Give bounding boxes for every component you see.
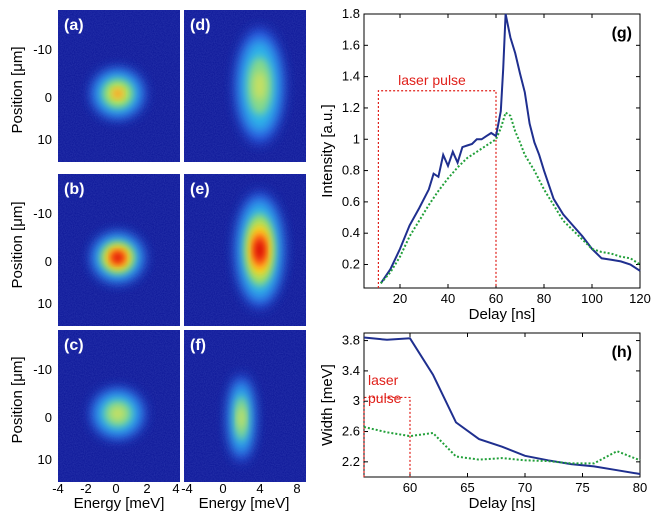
x-tick-label: 20: [393, 291, 407, 306]
image-panel-b: (b): [58, 174, 180, 326]
energy-axis-label-right: Energy [meV]: [199, 495, 290, 512]
y-tick-label: 1.2: [342, 100, 360, 115]
laser-pulse-window: [363, 396, 411, 477]
y-tick-label: 2.2: [342, 454, 360, 469]
series-line-dotted: [380, 111, 641, 284]
x-tick-label: 60: [489, 291, 503, 306]
image-xtick-right: 4: [256, 481, 263, 496]
series-line-dotted: [363, 426, 641, 465]
image-ytick: 10: [38, 452, 52, 467]
image-ytick: -10: [33, 206, 52, 221]
laser-pulse-label: laser: [368, 372, 399, 388]
y-tick-label: 3.4: [342, 363, 360, 378]
y-tick-label: 0.6: [342, 194, 360, 209]
chart-h: 60 65 70 75 80 2.2 2.6 3 3.4 3.8 laser pulse (h) Dela…: [319, 332, 647, 512]
x-tick-label: 70: [518, 480, 532, 495]
image-xtick-left: 2: [143, 481, 150, 496]
y-tick-label: 0.2: [342, 257, 360, 272]
y-tick-label: 3.8: [342, 333, 360, 348]
image-ytick: -10: [33, 362, 52, 377]
energy-axis-label-left: Energy [meV]: [74, 495, 165, 512]
plot-area: [363, 13, 641, 289]
image-ytick: -10: [33, 42, 52, 57]
image-xtick-right: -4: [181, 481, 193, 496]
x-tick-label: 75: [575, 480, 589, 495]
panel-label: (f): [190, 337, 206, 354]
x-tick-label: 65: [460, 480, 474, 495]
series-line-solid: [379, 13, 641, 284]
x-tick-label: 80: [633, 480, 647, 495]
image-xtick-left: -2: [80, 481, 92, 496]
y-tick-label: 0.4: [342, 225, 360, 240]
image-ytick: 0: [45, 254, 52, 269]
x-tick-label: 100: [581, 291, 603, 306]
image-xtick-left: -4: [52, 481, 64, 496]
panel-label: (b): [64, 181, 84, 198]
x-tick-label: 80: [537, 291, 551, 306]
position-axis-label-row1: Position [μm]: [9, 46, 26, 133]
x-tick-label: 40: [441, 291, 455, 306]
x-tick-label: 60: [403, 480, 417, 495]
chart-g: 20 40 60 80 100 120 0.2 0.4 0.6 0.8 1 1.2 1.4 1.6 1.8 l…: [319, 6, 651, 323]
panel-label: (a): [64, 17, 84, 34]
y-tick-label: 0.8: [342, 163, 360, 178]
panel-label: (e): [190, 181, 210, 198]
image-ytick: 0: [45, 90, 52, 105]
y-axis-label: Width [meV]: [319, 364, 336, 446]
panel-label: (d): [190, 17, 210, 34]
laser-pulse-label: pulse: [368, 390, 402, 406]
plot-area: [363, 332, 641, 478]
image-panel-c: (c): [58, 330, 180, 482]
image-xtick-right: 0: [219, 481, 226, 496]
y-tick-label: 1.4: [342, 69, 360, 84]
image-ytick: 10: [38, 132, 52, 147]
x-axis-label: Delay [ns]: [469, 306, 536, 323]
y-tick-label: 2.6: [342, 424, 360, 439]
image-xtick-right: 8: [293, 481, 300, 496]
panel-label: (c): [64, 337, 84, 354]
image-panel-a: (a): [58, 10, 180, 162]
position-axis-label-row2: Position [μm]: [9, 201, 26, 288]
image-xtick-left: 0: [112, 481, 119, 496]
image-panel-d: (d): [184, 10, 306, 162]
image-panel-e: (e): [184, 174, 306, 326]
x-axis-label: Delay [ns]: [469, 495, 536, 512]
y-axis-label: Intensity [a.u.]: [319, 104, 336, 197]
image-xtick-left: 4: [172, 481, 179, 496]
y-tick-label: 3: [353, 393, 360, 408]
laser-pulse-window: [377, 90, 497, 288]
y-tick-label: 1: [353, 131, 360, 146]
y-tick-label: 1.8: [342, 6, 360, 21]
position-axis-label-row3: Position [μm]: [9, 356, 26, 443]
image-panel-f: (f): [184, 330, 306, 482]
image-ytick: 0: [45, 410, 52, 425]
series-line-solid: [363, 336, 641, 475]
image-ytick: 10: [38, 296, 52, 311]
panel-label: (g): [612, 25, 632, 42]
panel-label: (h): [612, 344, 632, 361]
y-tick-label: 1.6: [342, 37, 360, 52]
x-tick-label: 120: [629, 291, 651, 306]
laser-pulse-label: laser pulse: [398, 72, 466, 88]
